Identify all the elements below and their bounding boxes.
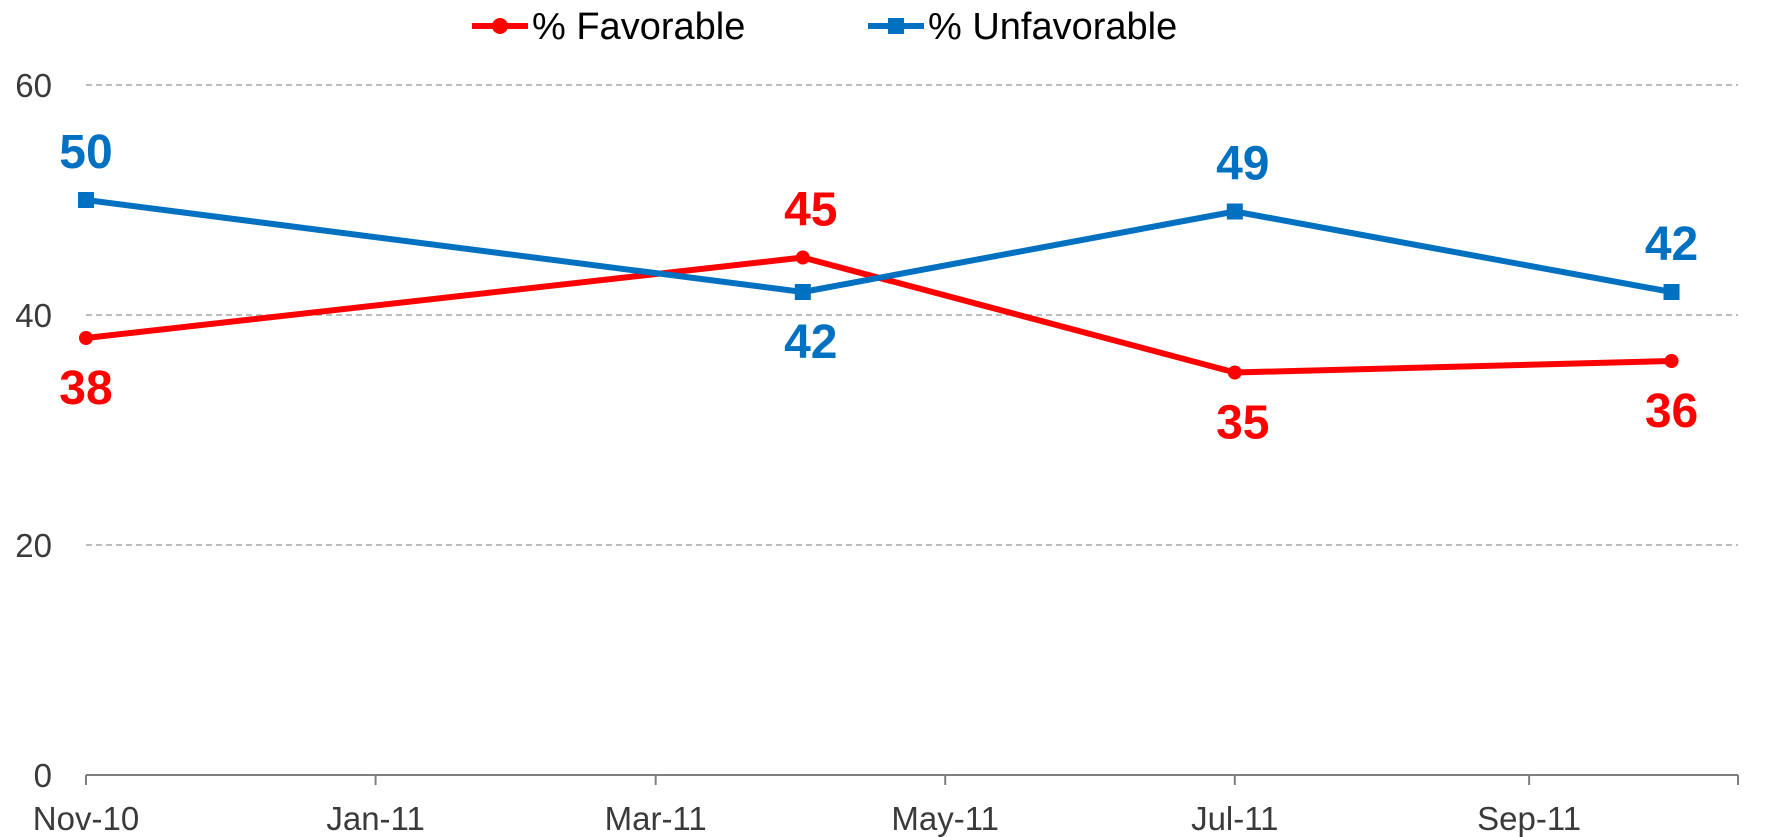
x-tick-label: Nov-10 — [33, 800, 139, 837]
y-tick-label: 0 — [34, 757, 52, 794]
data-label-favorable: 45 — [784, 184, 837, 237]
y-tick-label: 40 — [15, 297, 52, 334]
data-point-favorable — [79, 331, 93, 345]
x-tick-label: May-11 — [891, 800, 999, 837]
data-point-unfavorable — [1663, 284, 1680, 300]
data-label-unfavorable: 50 — [59, 126, 112, 179]
data-point-unfavorable — [794, 284, 811, 300]
data-point-unfavorable — [1226, 203, 1243, 220]
data-point-favorable — [1664, 354, 1679, 368]
data-point-favorable — [1227, 365, 1242, 380]
gridlines — [86, 84, 1738, 546]
data-label-unfavorable: 42 — [784, 316, 837, 369]
data-point-unfavorable — [78, 192, 94, 208]
data-label-favorable: 38 — [59, 362, 112, 415]
data-label-unfavorable: 42 — [1645, 218, 1698, 271]
x-tick-label: Sep-11 — [1477, 800, 1581, 837]
legend-marker-favorable — [492, 18, 508, 34]
legend-label-favorable: % Favorable — [532, 6, 745, 48]
data-label-unfavorable: 49 — [1216, 138, 1269, 191]
x-tick-label: Mar-11 — [605, 800, 707, 837]
data-label-favorable: 35 — [1216, 397, 1269, 450]
legend-label-unfavorable: % Unfavorable — [928, 6, 1177, 48]
x-tick-label: Jan-11 — [326, 800, 424, 837]
y-axis: 0 20 40 60 — [15, 67, 52, 794]
y-tick-label: 60 — [15, 67, 52, 104]
y-tick-label: 20 — [15, 527, 52, 564]
data-point-favorable — [795, 250, 810, 265]
x-tick-label: Jul-11 — [1191, 800, 1278, 837]
data-label-favorable: 36 — [1645, 385, 1698, 438]
legend: % Favorable % Unfavorable — [472, 6, 1177, 48]
x-axis: Nov-10 Jan-11 Mar-11 May-11 Jul-11 Sep-11 — [33, 774, 1739, 837]
legend-marker-unfavorable — [888, 18, 904, 34]
series-line-unfavorable — [85, 197, 1673, 295]
series-lines — [78, 192, 1680, 380]
data-labels: 38 45 35 36 50 42 49 42 — [59, 126, 1698, 450]
series-line-favorable — [85, 254, 1672, 376]
